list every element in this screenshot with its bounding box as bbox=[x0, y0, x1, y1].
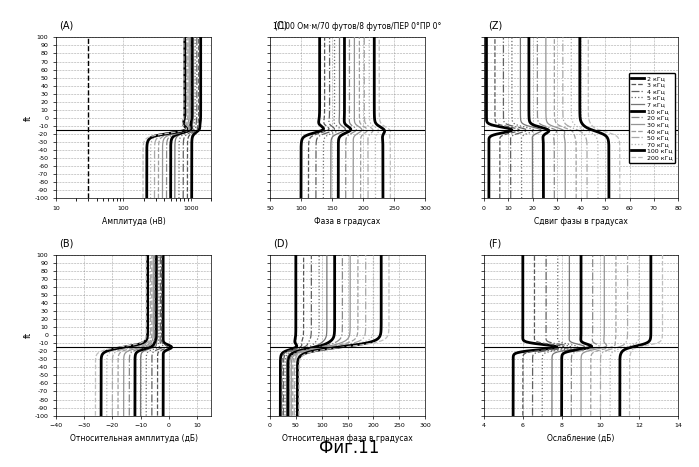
X-axis label: Ослабление (дБ): Ослабление (дБ) bbox=[547, 434, 614, 443]
Text: (C): (C) bbox=[273, 21, 287, 31]
Text: (F): (F) bbox=[488, 238, 501, 248]
X-axis label: Относительная амплитуда (дБ): Относительная амплитуда (дБ) bbox=[69, 434, 198, 443]
Text: (A): (A) bbox=[59, 21, 73, 31]
Legend: 2 кГц, 3 кГц, 4 кГц, 5 кГц, 7 кГц, 10 кГц, 20 кГц, 30 кГц, 40 кГц, 50 кГц, 70 кГ: 2 кГц, 3 кГц, 4 кГц, 5 кГц, 7 кГц, 10 кГ… bbox=[628, 73, 675, 163]
Text: (D): (D) bbox=[273, 238, 288, 248]
Text: Фиг.11: Фиг.11 bbox=[319, 439, 380, 457]
Text: (Z): (Z) bbox=[488, 21, 502, 31]
Y-axis label: ft: ft bbox=[24, 115, 33, 121]
X-axis label: Относительная фаза в градусах: Относительная фаза в градусах bbox=[282, 434, 413, 443]
Text: 1/100 Ом·м/70 футов/8 футов/ПЕР 0°ПР 0°: 1/100 Ом·м/70 футов/8 футов/ПЕР 0°ПР 0° bbox=[273, 22, 442, 31]
X-axis label: Амплитуда (нВ): Амплитуда (нВ) bbox=[101, 217, 166, 226]
X-axis label: Сдвиг фазы в градусах: Сдвиг фазы в градусах bbox=[534, 217, 628, 226]
X-axis label: Фаза в градусах: Фаза в градусах bbox=[315, 217, 381, 226]
Y-axis label: ft: ft bbox=[24, 332, 33, 338]
Text: (B): (B) bbox=[59, 238, 73, 248]
